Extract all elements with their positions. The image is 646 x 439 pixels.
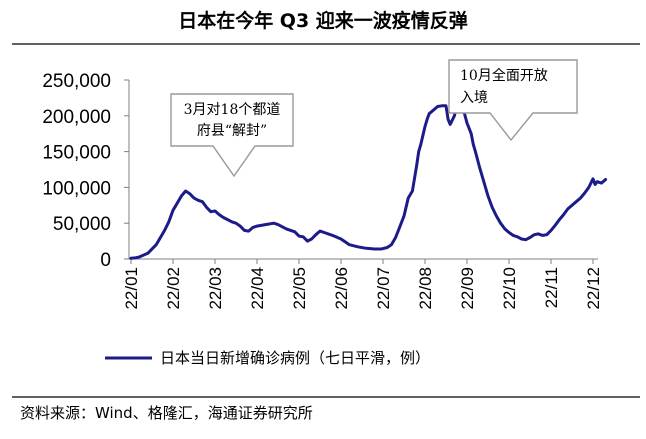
x-tick-label: 22/09: [458, 267, 477, 310]
chart-title: 日本在今年 Q3 迎来一波疫情反弹: [178, 9, 468, 32]
x-tick-label: 22/08: [416, 267, 435, 310]
callout-october-box: [448, 59, 578, 142]
x-tick-label: 22/12: [584, 267, 603, 310]
y-tick-label: 50,000: [53, 214, 111, 235]
x-tick-label: 22/06: [332, 267, 351, 310]
x-tick-label: 22/07: [374, 267, 393, 310]
x-tick-label: 22/01: [122, 267, 141, 310]
callout-march: 3月对18个都道 府县“解封”: [170, 93, 294, 178]
callout-march-line-2: 府县“解封”: [197, 123, 267, 139]
callout-october-line-2: 入境: [460, 90, 488, 106]
y-tick-label: 150,000: [42, 143, 111, 164]
x-tick-label: 22/04: [248, 267, 267, 310]
legend: 日本当日新增确诊病例（七日平滑，例）: [105, 349, 430, 367]
x-tick-label: 22/05: [290, 267, 309, 310]
x-tick-label: 22/03: [206, 267, 225, 310]
y-tick-label: 100,000: [42, 178, 111, 199]
callout-october-line-1: 10月全面开放: [460, 67, 548, 84]
series-layer: [129, 95, 608, 260]
source-note: 资料来源：Wind、格隆汇，海通证券研究所: [20, 404, 313, 422]
callout-march-line-1: 3月对18个都道: [184, 102, 281, 118]
y-axis: 0 50,000 100,000 150,000 200,000 250,000: [42, 71, 130, 271]
callout-october: 10月全面开放 入境: [448, 59, 578, 142]
x-axis: 22/01 22/02 22/03 22/04 22/05 22/06 22/07 22/08…: [122, 258, 603, 310]
y-tick-label: 200,000: [42, 107, 111, 128]
legend-label: 日本当日新增确诊病例（七日平滑，例）: [160, 349, 430, 367]
y-tick-label: 0: [100, 250, 111, 271]
callout-march-box: [170, 93, 294, 178]
y-tick-label: 250,000: [42, 71, 111, 92]
x-tick-label: 22/02: [164, 267, 183, 310]
series-line-0: [129, 95, 608, 260]
x-tick-label: 22/11: [542, 267, 561, 308]
x-tick-label: 22/10: [500, 267, 519, 310]
